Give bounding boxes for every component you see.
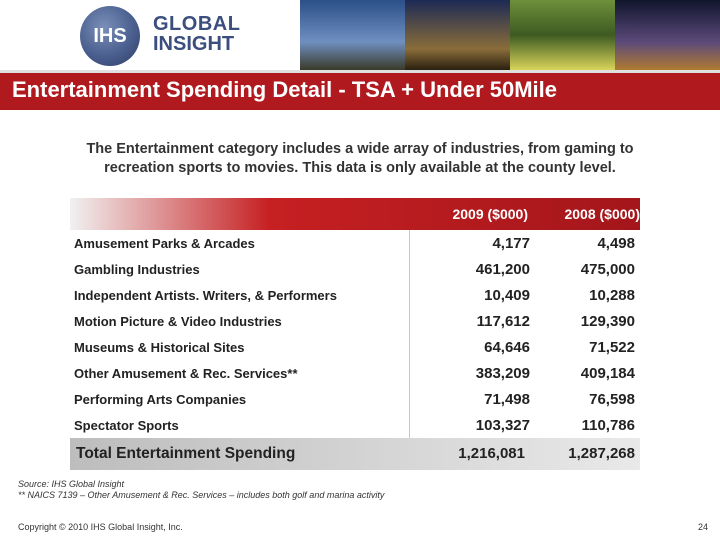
header: IHS GLOBAL INSIGHT — [0, 0, 720, 70]
column-header-2009: 2009 ($000) — [452, 206, 528, 222]
row-label: Motion Picture & Video Industries — [74, 314, 282, 329]
table-row: Museums & Historical Sites 64,646 71,522 — [70, 334, 640, 360]
row-value-2008: 76,598 — [589, 391, 635, 408]
row-value-2008: 409,184 — [580, 365, 635, 382]
total-value-2008: 1,287,268 — [568, 445, 635, 462]
logo-ihs-text: IHS — [93, 24, 127, 47]
total-value-2009: 1,216,081 — [458, 445, 525, 462]
table-row: Performing Arts Companies 71,498 76,598 — [70, 386, 640, 412]
table-row: Amusement Parks & Arcades 4,177 4,498 — [70, 230, 640, 256]
row-value-2008: 129,390 — [580, 313, 635, 330]
column-divider — [409, 230, 410, 438]
row-label: Other Amusement & Rec. Services** — [74, 366, 298, 381]
row-value-2008: 71,522 — [589, 339, 635, 356]
page-number: 24 — [697, 522, 708, 532]
total-label: Total Entertainment Spending — [76, 445, 296, 462]
row-label: Gambling Industries — [74, 262, 200, 277]
logo-line-2: INSIGHT — [153, 33, 235, 55]
table-row: Spectator Sports 103,327 110,786 — [70, 412, 640, 438]
logo-line-1: GLOBAL — [153, 13, 241, 35]
row-value-2009: 461,200 — [475, 261, 530, 278]
header-photo-strip — [300, 0, 720, 70]
row-value-2009: 117,612 — [476, 313, 530, 330]
spending-table: 2009 ($000) 2008 ($000) Amusement Parks … — [70, 198, 640, 470]
row-value-2009: 71,498 — [484, 391, 530, 408]
page-title: Entertainment Spending Detail - TSA + Un… — [12, 77, 557, 102]
naics-note: ** NAICS 7139 – Other Amusement & Rec. S… — [18, 490, 385, 500]
source-note: Source: IHS Global Insight — [18, 479, 125, 489]
row-value-2009: 64,646 — [484, 339, 530, 356]
row-value-2009: 4,177 — [492, 235, 530, 252]
column-header-2008: 2008 ($000) — [564, 206, 640, 222]
intro-paragraph: The Entertainment category includes a wi… — [10, 140, 710, 178]
photo-city-night-icon — [615, 0, 720, 70]
row-label: Independent Artists. Writers, & Performe… — [74, 288, 337, 303]
table-row: Other Amusement & Rec. Services** 383,20… — [70, 360, 640, 386]
intro-line-2: recreation sports to movies. This data i… — [104, 160, 616, 176]
ihs-logo-icon: IHS — [80, 6, 140, 66]
row-value-2008: 110,786 — [581, 417, 635, 434]
total-row: Total Entertainment Spending 1,216,081 1… — [70, 438, 640, 470]
photo-cathedral-icon — [405, 0, 510, 70]
intro-line-1: The Entertainment category includes a wi… — [86, 141, 634, 157]
row-label: Performing Arts Companies — [74, 392, 247, 407]
row-value-2008: 475,000 — [580, 261, 635, 278]
row-label: Spectator Sports — [74, 418, 179, 433]
table-row: Motion Picture & Video Industries 117,61… — [70, 308, 640, 334]
photo-lighthouse-icon — [300, 0, 405, 70]
row-label: Museums & Historical Sites — [74, 340, 245, 355]
table-header: 2009 ($000) 2008 ($000) — [70, 198, 640, 230]
row-label: Amusement Parks & Arcades — [74, 236, 255, 251]
table-row: Gambling Industries 461,200 475,000 — [70, 256, 640, 282]
row-value-2008: 4,498 — [597, 235, 635, 252]
title-band: Entertainment Spending Detail - TSA + Un… — [0, 70, 720, 110]
table-row: Independent Artists. Writers, & Performe… — [70, 282, 640, 308]
row-value-2009: 103,327 — [475, 417, 530, 434]
row-value-2009: 383,209 — [475, 365, 530, 382]
logo-wordmark: GLOBAL INSIGHT — [153, 14, 240, 54]
row-value-2009: 10,409 — [484, 287, 530, 304]
footnotes: Source: IHS Global Insight ** NAICS 7139… — [18, 479, 384, 501]
row-value-2008: 10,288 — [589, 287, 635, 304]
copyright: Copyright © 2010 IHS Global Insight, Inc… — [18, 522, 183, 532]
photo-garden-icon — [510, 0, 615, 70]
